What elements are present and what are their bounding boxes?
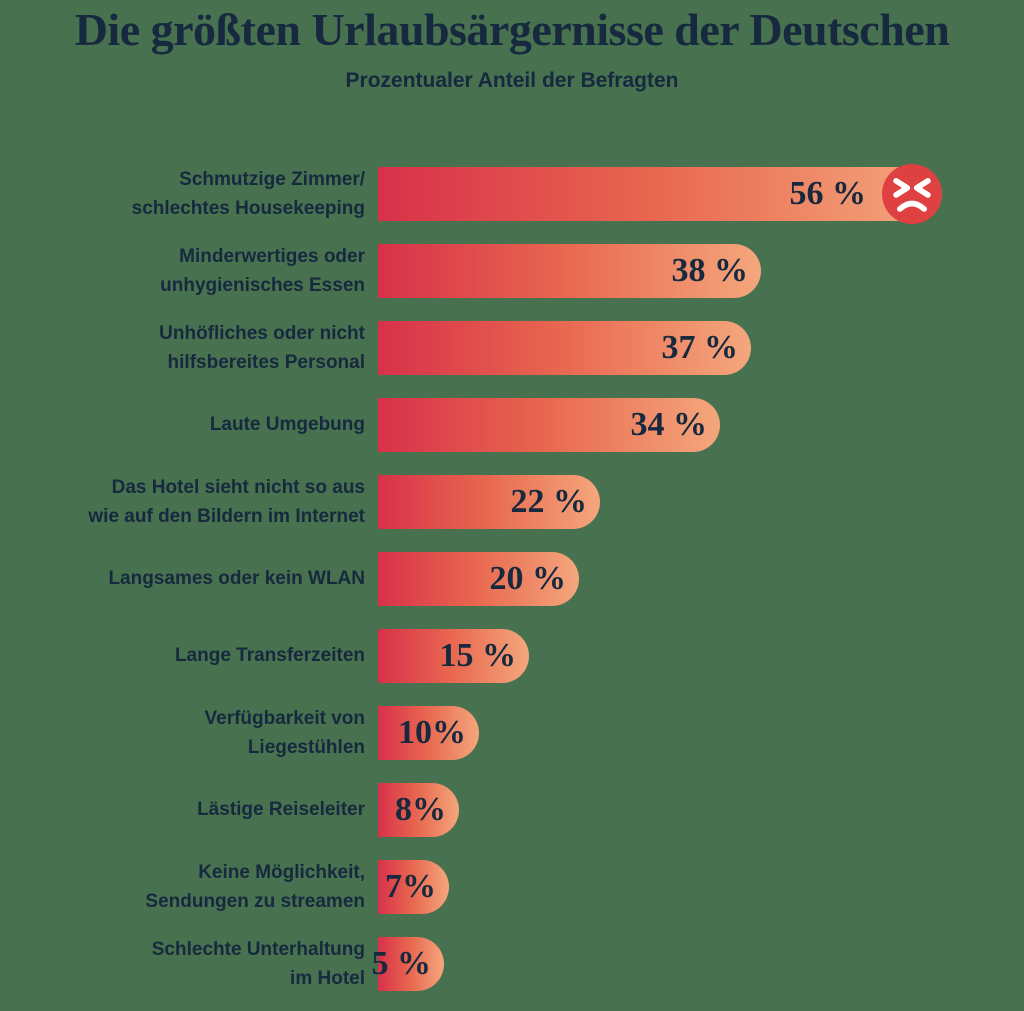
bar: 34 % xyxy=(378,397,720,452)
bar: 38 % xyxy=(378,243,761,298)
chart-subtitle: Prozentualer Anteil der Befragten xyxy=(345,68,679,92)
bar-row: Minderwertiges oder unhygienisches Essen… xyxy=(0,243,1024,298)
bar: 10% xyxy=(378,705,479,760)
value-label: 22 % xyxy=(510,482,588,520)
bar: 37 % xyxy=(378,320,751,375)
chart-title: Die größten Urlaubsärgernisse der Deutsc… xyxy=(74,4,950,55)
bar: 22 % xyxy=(378,474,600,529)
bar-row: Unhöfliches oder nicht hilfsbereites Per… xyxy=(0,320,1024,375)
bar-row: Verfügbarkeit von Liegestühlen 10% xyxy=(0,705,1024,760)
bar-row: Schmutzige Zimmer/ schlechtes Housekeepi… xyxy=(0,163,1024,224)
bar: 20 % xyxy=(378,551,579,606)
bar-row: Keine Möglichkeit, Sendungen zu streamen… xyxy=(0,859,1024,914)
chart-header: Die größten Urlaubsärgernisse der Deutsc… xyxy=(0,0,1024,93)
bar: 7% xyxy=(378,859,449,914)
angry-face-icon xyxy=(882,163,942,224)
value-label: 5 % xyxy=(371,944,432,982)
bar: 5 % xyxy=(372,936,444,991)
category-label: Das Hotel sieht nicht so aus wie auf den… xyxy=(88,476,365,527)
bar: 8% xyxy=(378,782,459,837)
category-label: Lange Transferzeiten xyxy=(174,645,365,667)
value-label: 10% xyxy=(398,713,466,751)
bar-row: Laute Umgebung 34 % xyxy=(0,397,1024,452)
bar-row: Schlechte Unterhaltung im Hotel 5 % xyxy=(0,936,1024,991)
bar-chart: Schmutzige Zimmer/ schlechtes Housekeepi… xyxy=(0,163,1024,991)
bar-row: Lästige Reiseleiter 8% xyxy=(0,782,1024,837)
value-label: 7% xyxy=(385,867,436,905)
value-label: 8% xyxy=(395,790,446,828)
category-label: Laute Umgebung xyxy=(209,414,365,436)
category-label: Schmutzige Zimmer/ schlechtes Housekeepi… xyxy=(131,168,365,219)
category-label: Minderwertiges oder unhygienisches Essen xyxy=(160,245,365,296)
value-label: 20 % xyxy=(489,559,567,597)
category-label: Unhöfliches oder nicht hilfsbereites Per… xyxy=(159,322,365,373)
bar-row: Lange Transferzeiten 15 % xyxy=(0,628,1024,683)
category-label: Langsames oder kein WLAN xyxy=(108,568,365,590)
value-label: 37 % xyxy=(661,328,739,366)
bar-row: Das Hotel sieht nicht so aus wie auf den… xyxy=(0,474,1024,529)
category-label: Keine Möglichkeit, Sendungen zu streamen xyxy=(145,861,365,912)
value-label: 15 % xyxy=(439,636,517,674)
category-label: Lästige Reiseleiter xyxy=(197,799,365,821)
bar: 56 % xyxy=(378,163,942,224)
value-label: 38 % xyxy=(671,251,749,289)
category-label: Verfügbarkeit von Liegestühlen xyxy=(204,707,366,758)
bar: 15 % xyxy=(378,628,529,683)
value-label: 34 % xyxy=(630,405,708,443)
bar-row: Langsames oder kein WLAN 20 % xyxy=(0,551,1024,606)
value-label: 56 % xyxy=(789,174,867,212)
category-label: Schlechte Unterhaltung im Hotel xyxy=(151,938,365,989)
